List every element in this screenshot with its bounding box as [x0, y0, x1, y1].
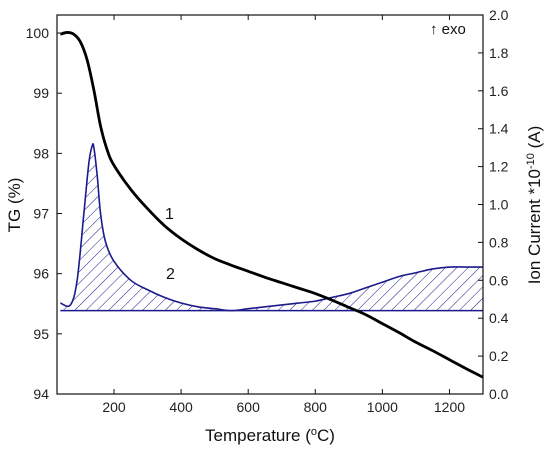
x-tick-label: 1000: [367, 399, 398, 415]
x-tick-label: 600: [237, 399, 261, 415]
series-2-line: [60, 143, 483, 312]
y-right-tick-label: 0.8: [489, 234, 509, 250]
plot-frame: [56, 14, 484, 395]
y-right-tick-label: 0.6: [489, 272, 509, 288]
curve-1-label: 1: [165, 206, 174, 223]
x-tick-label: 400: [169, 399, 193, 415]
y-left-tick-label: 100: [26, 25, 50, 41]
y-right-tick-label: 0.4: [489, 310, 509, 326]
y-left-tick-label: 98: [33, 145, 49, 161]
y-left-axis-title: TG (%): [5, 178, 24, 233]
x-tick-label: 200: [102, 399, 126, 415]
y-right-tick-label: 1.0: [489, 197, 509, 213]
y-right-tick-label: 2.0: [489, 7, 509, 23]
x-axis-title: Temperature (oC): [205, 426, 335, 445]
y-right-tick-label: 1.8: [489, 45, 509, 61]
y-right-tick-label: 1.2: [489, 159, 509, 175]
y-right-tick-label: 1.6: [489, 83, 509, 99]
y-left-tick-label: 94: [33, 386, 49, 402]
exo-annotation: ↑ exo: [430, 21, 466, 38]
y-right-tick-label: 0.2: [489, 348, 509, 364]
y-right-tick-label: 0.0: [489, 386, 509, 402]
y-left-tick-label: 97: [33, 206, 49, 222]
x-tick-label: 800: [304, 399, 328, 415]
curve-2-label: 2: [166, 266, 175, 283]
series-2-hatched-area: [60, 143, 483, 311]
x-tick-label: 1200: [434, 399, 465, 415]
y-right-axis-title: Ion Current *10-10 (A): [525, 126, 544, 285]
y-left-tick-label: 99: [33, 85, 49, 101]
y-right-tick-label: 1.4: [489, 121, 509, 137]
y-left-tick-label: 96: [33, 266, 49, 282]
y-left-tick-label: 95: [33, 326, 49, 342]
series-1-line: [59, 31, 483, 379]
